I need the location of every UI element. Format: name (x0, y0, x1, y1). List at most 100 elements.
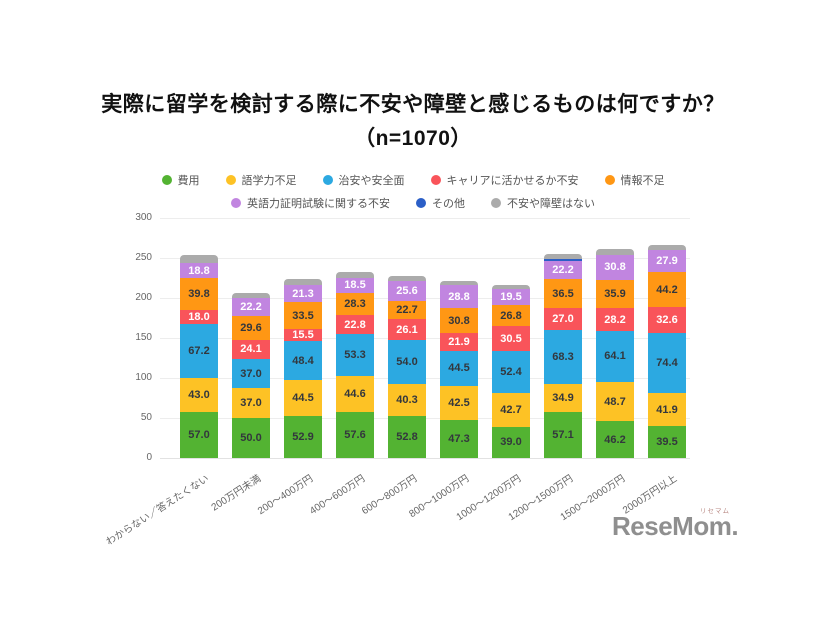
segment-value-label: 29.6 (240, 321, 262, 334)
bar-segment-language-skill: 43.0 (180, 378, 218, 413)
bar-1: 57.0 43.0 67.2 18.0 39.8 18.8 (180, 254, 218, 458)
y-axis-tick-label: 100 (135, 372, 152, 383)
chart-title-line1: 実際に留学を検討する際に不安や障壁と感じるものは何ですか？ (101, 93, 725, 116)
segment-value-label: 44.5 (448, 362, 470, 375)
bar-segment-english-test: 30.8 (596, 254, 634, 280)
bar-2: 50.0 37.0 37.0 24.1 29.6 22.2 (232, 292, 270, 458)
bar-segment-english-test: 28.8 (440, 285, 478, 309)
segment-value-label: 22.7 (396, 304, 418, 317)
bar-segment-information: 22.7 (388, 301, 426, 320)
bar-segment-no-concern (284, 279, 322, 286)
bar-segment-cost: 39.0 (492, 426, 530, 458)
segment-value-label: 30.8 (604, 261, 626, 274)
segment-value-label: 37.0 (240, 367, 262, 380)
gridline-0 (160, 458, 690, 459)
segment-value-label: 39.8 (188, 287, 210, 300)
bar-segment-information: 35.9 (596, 279, 634, 309)
bar-segment-english-test: 21.3 (284, 285, 322, 303)
bar-10: 39.5 41.9 74.4 32.6 44.2 27.9 (648, 245, 686, 458)
legend-label: 不安や障壁はない (507, 198, 595, 210)
bar-segment-information: 28.3 (336, 292, 374, 316)
bar-segment-career: 32.6 (648, 307, 686, 334)
segment-value-label: 67.2 (188, 345, 210, 358)
segment-value-label: 21.3 (292, 287, 314, 300)
bar-5: 52.8 40.3 54.0 26.1 22.7 25.6 (388, 276, 426, 458)
bar-segment-career: 21.9 (440, 333, 478, 351)
segment-value-label: 18.0 (188, 311, 210, 324)
bar-segment-career: 28.2 (596, 308, 634, 331)
segment-value-label: 57.6 (344, 428, 366, 441)
segment-value-label: 36.5 (552, 287, 574, 300)
segment-value-label: 68.3 (552, 351, 574, 364)
y-axis-tick-label: 150 (135, 332, 152, 343)
legend-item-information: 情報不足 (604, 172, 665, 188)
bar-segment-no-concern (596, 248, 634, 255)
segment-value-label: 28.3 (344, 298, 366, 311)
bar-segment-language-skill: 42.5 (440, 386, 478, 421)
segment-value-label: 44.2 (656, 283, 678, 296)
legend-label: その他 (432, 198, 465, 210)
segment-value-label: 74.4 (656, 357, 678, 370)
legend-label: 語学力不足 (241, 175, 297, 187)
segment-value-label: 64.1 (604, 350, 626, 363)
bar-segment-safety: 48.4 (284, 341, 322, 381)
bar-segment-cost: 57.1 (544, 412, 582, 458)
bar-segment-information: 29.6 (232, 315, 270, 340)
segment-value-label: 39.5 (656, 436, 678, 449)
legend-item-cost: 費用 (161, 172, 200, 188)
bar-segment-english-test: 22.2 (544, 261, 582, 280)
segment-value-label: 18.5 (344, 279, 366, 292)
legend-dot-safety (322, 175, 333, 185)
legend-dot-other (416, 198, 426, 208)
bar-segment-language-skill: 34.9 (544, 384, 582, 413)
bar-segment-cost: 46.2 (596, 421, 634, 458)
bar-segment-career: 30.5 (492, 326, 530, 351)
bar-segment-cost: 47.3 (440, 420, 478, 458)
bar-segment-safety: 44.5 (440, 350, 478, 387)
legend-label: キャリアに活かせるか不安 (446, 175, 579, 187)
segment-value-label: 24.1 (240, 343, 262, 356)
bar-segment-cost: 39.5 (648, 426, 686, 458)
bar-segment-information: 30.8 (440, 308, 478, 334)
legend-dot-information (604, 175, 615, 185)
legend-label: 英語力証明試験に関する不安 (247, 198, 390, 210)
bar-segment-information: 33.5 (284, 302, 322, 329)
legend-item-language-skill: 語学力不足 (225, 172, 297, 188)
segment-value-label: 18.8 (188, 264, 210, 277)
segment-value-label: 30.5 (500, 332, 522, 345)
bar-segment-no-concern (388, 276, 426, 281)
bar-segment-safety: 52.4 (492, 350, 530, 393)
bar-segment-career: 27.0 (544, 308, 582, 330)
y-axis-tick-label: 300 (135, 212, 152, 223)
bar-segment-career: 15.5 (284, 328, 322, 342)
legend-item-no-concern: 不安や障壁はない (491, 195, 595, 211)
legend-label: 費用 (177, 175, 200, 187)
segment-value-label: 34.9 (552, 392, 574, 405)
segment-value-label: 19.5 (500, 291, 522, 304)
bar-segment-career: 22.8 (336, 315, 374, 334)
bar-6: 47.3 42.5 44.5 21.9 30.8 28.8 (440, 281, 478, 458)
segment-value-label: 57.1 (552, 429, 574, 442)
bar-8: 57.1 34.9 68.3 27.0 36.5 22.2 (544, 254, 582, 458)
bar-segment-language-skill: 48.7 (596, 382, 634, 422)
y-axis-tick-label: 0 (146, 452, 152, 463)
segment-value-label: 47.3 (448, 433, 470, 446)
bar-segment-english-test: 22.2 (232, 298, 270, 316)
bar-segment-no-concern (648, 245, 686, 250)
legend-item-english-test: 英語力証明試験に関する不安 (231, 195, 390, 211)
bar-segment-career: 24.1 (232, 339, 270, 359)
bar-3: 52.9 44.5 48.4 15.5 33.5 21.3 (284, 279, 322, 458)
segment-value-label: 21.9 (448, 335, 470, 348)
chart-title: 実際に留学を検討する際に不安や障壁と感じるものは何ですか？ （n=1070） (0, 88, 826, 156)
segment-value-label: 15.5 (292, 329, 314, 342)
segment-value-label: 22.2 (240, 301, 262, 313)
bar-segment-other (544, 259, 582, 262)
bar-segment-safety: 37.0 (232, 358, 270, 389)
bar-segment-no-concern (440, 281, 478, 286)
bar-segment-english-test: 18.5 (336, 277, 374, 293)
bar-segment-cost: 52.9 (284, 415, 322, 458)
bar-segment-information: 36.5 (544, 279, 582, 309)
bar-segment-career: 18.0 (180, 309, 218, 325)
legend-item-career: キャリアに活かせるか不安 (430, 172, 579, 188)
bar-segment-career: 26.1 (388, 319, 426, 341)
